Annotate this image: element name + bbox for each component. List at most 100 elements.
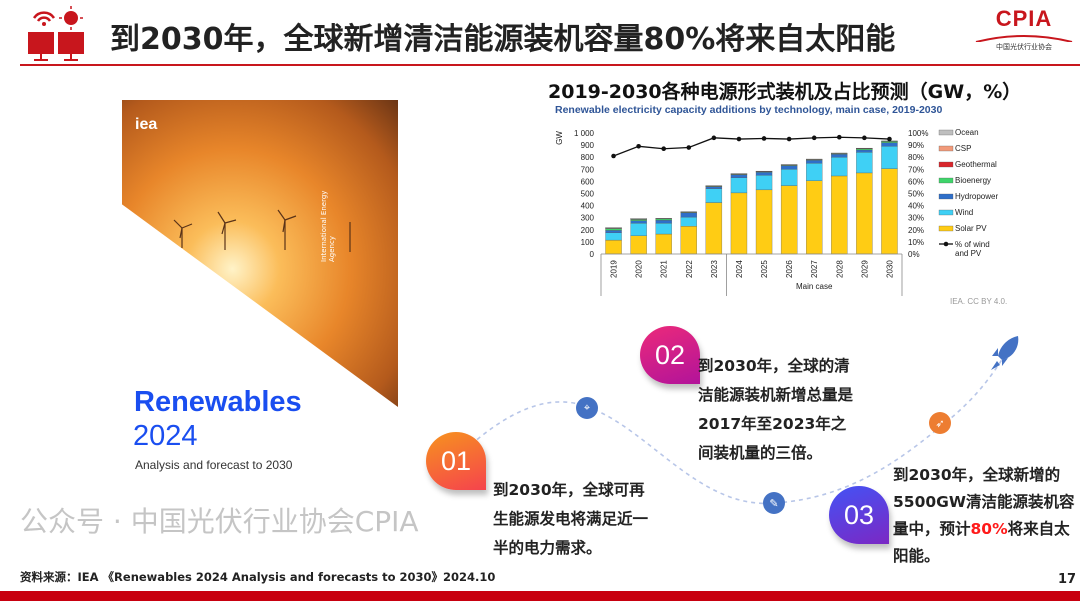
x-tick-label: 2027	[810, 260, 819, 278]
legend-swatch	[938, 145, 954, 152]
cpia-logo-subtitle: 中国光伏行业协会	[996, 43, 1052, 51]
source-note: 资料来源：IEA 《Renewables 2024 Analysis and f…	[20, 570, 496, 584]
line-point	[811, 135, 817, 141]
legend-label: Hydropower	[955, 192, 998, 201]
point-03-text-after: 将来自太阳能。	[893, 520, 1070, 565]
bar-ocean	[630, 218, 647, 220]
x-tick-label: 2025	[760, 260, 769, 278]
legend-label: Geothermal	[955, 160, 997, 169]
cover-subtitle: Analysis and forecast to 2030	[135, 458, 293, 472]
point-01-badge: 01	[426, 432, 486, 490]
y-tick-label: 1 000	[574, 129, 595, 138]
legend-label: Bioenergy	[955, 176, 991, 185]
y-tick-label: 300	[581, 214, 595, 223]
document-edit-icon: ✎	[763, 492, 785, 514]
capacity-chart: GW 0 100 200 300 400 500 600 700 800 900 1 000 0% 10%…	[555, 128, 998, 296]
y2-tick-label: 50%	[908, 190, 924, 199]
page-number: 17	[1058, 572, 1077, 587]
y2-tick-label: 30%	[908, 214, 924, 223]
rocket-icon	[991, 336, 1019, 370]
logo-arc-icon	[975, 35, 1073, 42]
x-tick-label: 2022	[685, 260, 694, 278]
x-tick-label: 2028	[835, 260, 844, 278]
y2-tick-label: 90%	[908, 141, 924, 150]
point-03-text-before: 到2030年，全球新增的5500GW清洁能源装机容量中，预计	[893, 466, 1075, 538]
y2-tick-label: 10%	[908, 238, 924, 247]
legend-label: Ocean	[955, 128, 979, 137]
x-tick-label: 2030	[885, 260, 894, 278]
cpia-logo-text: CPIA	[995, 6, 1053, 31]
x-tick-label: 2029	[860, 260, 869, 278]
x-tick-label: 2019	[610, 260, 619, 278]
chart-title: Renewable electricity capacity additions…	[555, 104, 943, 116]
page-title: 到2030年，全球新增清洁能源装机容量80%将来自太阳能	[110, 22, 896, 57]
legend-label: Wind	[955, 208, 973, 217]
line-point	[711, 135, 717, 141]
y-tick-label: 800	[581, 153, 595, 162]
legend-swatch	[938, 177, 954, 184]
cpia-logo: CPIA 中国光伏行业协会	[972, 6, 1076, 64]
y2-tick-label: 80%	[908, 153, 924, 162]
legend-label: % of wind and PV	[955, 240, 990, 258]
line-point	[761, 136, 767, 141]
legend-line-marker	[943, 241, 949, 247]
point-01-text: 到2030年，全球可再生能源发电将满足近一半的电力需求。	[493, 481, 649, 557]
point-02-badge: 02	[640, 326, 700, 384]
y-tick-label: 0	[590, 250, 595, 259]
x-tick-label: 2026	[785, 260, 794, 278]
x-tick-label: 2024	[735, 260, 744, 278]
point-03-badge: 03	[829, 486, 889, 544]
y2-tick-label: 70%	[908, 165, 924, 174]
line-point	[736, 136, 742, 142]
y2-tick-label: 40%	[908, 202, 924, 211]
line-point	[786, 136, 792, 142]
point-03-highlight: 80%	[970, 520, 1008, 538]
y2-tick-label: 60%	[908, 177, 924, 186]
y-tick-label: 600	[581, 177, 595, 186]
line-point	[661, 146, 667, 152]
footer-bar	[0, 591, 1080, 601]
x-tick-label: 2021	[660, 260, 669, 278]
x-tick-label: 2023	[710, 260, 719, 278]
watermark: 公众号 · 中国光伏行业协会CPIA	[20, 505, 419, 538]
y-tick-label: 200	[581, 226, 595, 235]
point-03-text: 到2030年，全球新增的5500GW清洁能源装机容量中，预计80%将来自太阳能。	[893, 462, 1078, 570]
chart-title-cn: 2019-2030各种电源形式装机及占比预测（GW，%）	[548, 81, 1022, 103]
wind-turbines-icon	[173, 209, 351, 252]
legend-label: Solar PV	[955, 224, 987, 233]
legend-swatch	[938, 161, 954, 168]
x-group-label: Main case	[796, 282, 833, 291]
header-divider	[20, 64, 1080, 66]
location-pin-icon: ⌖	[576, 397, 598, 419]
paper-plane-icon: ➶	[929, 412, 951, 434]
line-point	[636, 144, 641, 149]
legend-swatch	[938, 225, 954, 232]
legend-swatch	[938, 129, 954, 136]
legend-label: CSP	[955, 144, 971, 153]
y-tick-label: 500	[581, 190, 595, 199]
solar-panel-logo-icon	[28, 6, 84, 61]
x-tick-label: 2020	[635, 260, 644, 278]
cover-title: Renewables	[134, 386, 302, 418]
legend-swatch	[938, 209, 954, 216]
y-axis-label: GW	[555, 131, 564, 145]
bar-ocean	[605, 227, 622, 229]
legend-swatch	[938, 193, 954, 200]
y-tick-label: 400	[581, 202, 595, 211]
y2-tick-label: 0%	[908, 250, 920, 259]
line-point	[862, 135, 867, 141]
y2-tick-label: 100%	[908, 129, 928, 138]
line-point	[611, 153, 616, 159]
y2-tick-label: 20%	[908, 226, 924, 235]
line-point	[887, 136, 892, 142]
cover-year: 2024	[133, 420, 198, 452]
y-tick-label: 700	[581, 165, 595, 174]
y-tick-label: 100	[581, 238, 595, 247]
y-tick-label: 900	[581, 141, 595, 150]
line-point	[836, 134, 842, 140]
iea-logo: iea	[135, 116, 158, 133]
chart-credit: IEA. CC BY 4.0.	[950, 297, 1008, 306]
line-wind-pv-share	[613, 136, 890, 157]
line-point	[686, 145, 692, 150]
